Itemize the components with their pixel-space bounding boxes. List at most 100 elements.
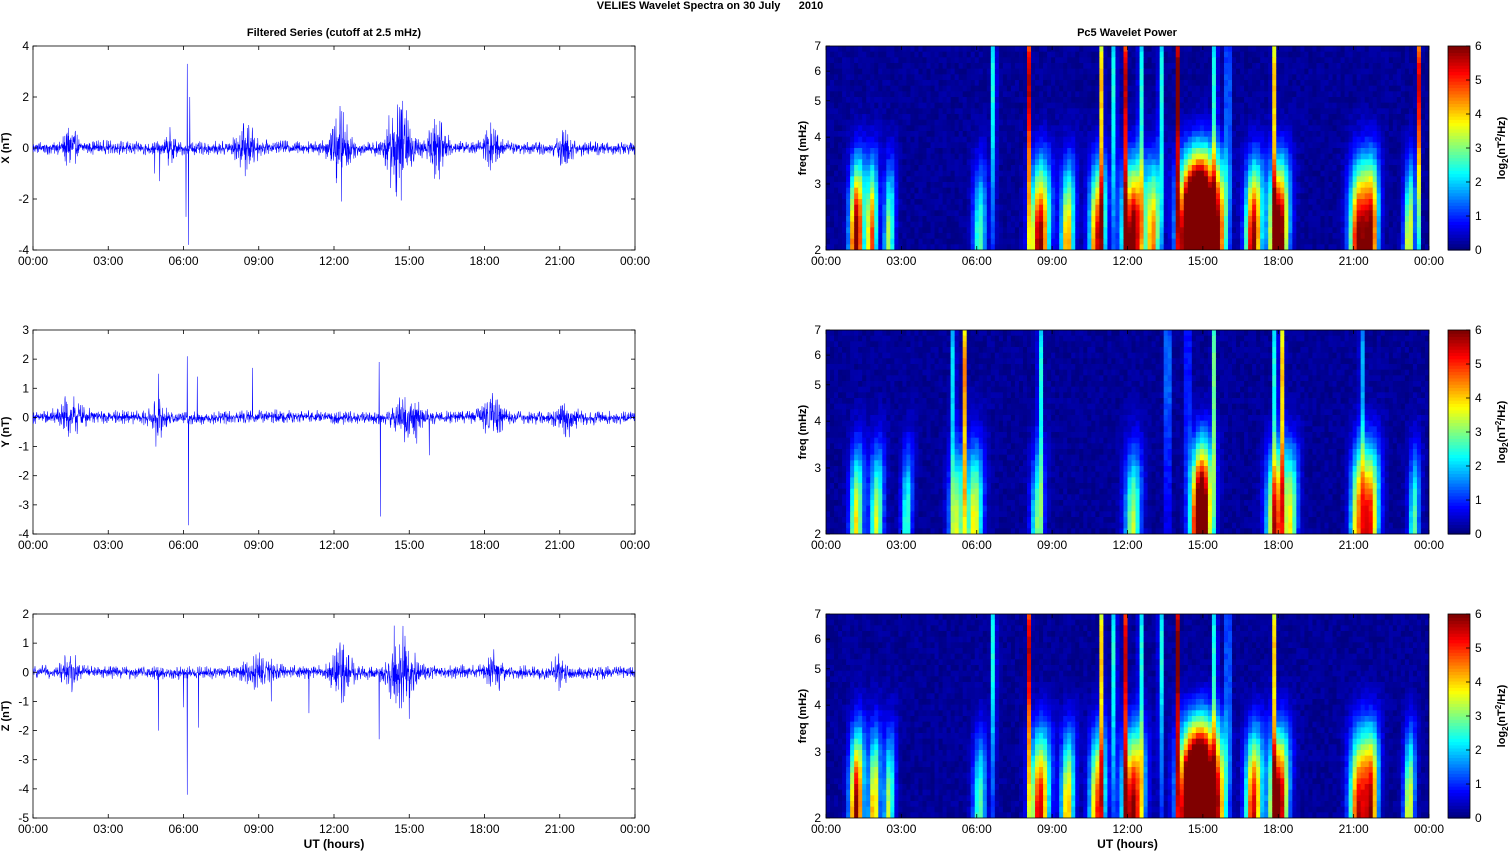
colorbar: 0 1 2 3 4 5 6 log2(nT2/Hz): [1447, 607, 1510, 825]
colorbar-tick-label: 6: [1475, 323, 1482, 337]
series-xtick-label: 03:00: [93, 254, 123, 268]
ytick-label: -4: [18, 243, 29, 257]
ytick-label: -1: [18, 440, 29, 454]
series-line-z: [32, 625, 636, 795]
colorbar-tick-label: 4: [1475, 391, 1482, 405]
ytick-label: 0: [22, 665, 29, 679]
colorbar-tick-label: 5: [1475, 641, 1482, 655]
series-line-x: [32, 63, 636, 245]
colorbar-tick-label: 4: [1475, 675, 1482, 689]
left-column-title: Filtered Series (cutoff at 2.5 mHz): [247, 27, 422, 39]
ytick-label: 5: [814, 378, 821, 392]
ytick-label: 2: [814, 527, 821, 541]
wavelet-ylabel: freq (mHz): [797, 404, 809, 459]
ytick-label: 6: [814, 348, 821, 362]
colorbar-tick-label: 2: [1475, 459, 1482, 473]
wavelet-xtick-label: 12:00: [1112, 538, 1142, 552]
series-panel-x: -4 -2 0 2 4 00:00 03:00 06:00 09:00 12:00 15:00 18:…: [0, 39, 650, 268]
colorbar-tick-label: 6: [1475, 39, 1482, 53]
colorbar-tick-label: 0: [1475, 243, 1482, 257]
series-xtick-label: 06:00: [168, 254, 198, 268]
colorbar-label: log2(nT2/Hz): [1494, 400, 1510, 463]
colorbar-tick-label: 4: [1475, 107, 1482, 121]
wavelet-xtick-label: 03:00: [886, 822, 916, 836]
colorbar-tick-label: 6: [1475, 607, 1482, 621]
series-xtick-label: 00:00: [18, 822, 48, 836]
ytick-label: -4: [18, 527, 29, 541]
series-xtick-label: 21:00: [545, 538, 575, 552]
ytick-label: 7: [814, 323, 821, 337]
colorbar-tick-label: 1: [1475, 777, 1482, 791]
wavelet-ylabel: freq (mHz): [797, 120, 809, 175]
colorbar-tick-label: 5: [1475, 357, 1482, 371]
ytick-label: 5: [814, 662, 821, 676]
ytick-label: 7: [814, 607, 821, 621]
wavelet-xtick-label: 00:00: [811, 254, 841, 268]
ytick-label: -3: [18, 753, 29, 767]
colorbar-tick-label: 3: [1475, 425, 1482, 439]
ytick-label: 6: [814, 64, 821, 78]
ytick-label: 4: [814, 130, 821, 144]
wavelet-xtick-label: 15:00: [1188, 254, 1218, 268]
ytick-label: -4: [18, 782, 29, 796]
colorbar: 0 1 2 3 4 5 6 log2(nT2/Hz): [1447, 323, 1510, 541]
series-panel-y: -4 -3 -2 -1 0 1 2 3 00:00 03:00 06:00 09:00 12:00 15:…: [0, 323, 650, 552]
figure-suptitle: VELIES Wavelet Spectra on 30 July 2010: [597, 0, 823, 12]
wavelet-xtick-label: 18:00: [1263, 254, 1293, 268]
series-xtick-label: 09:00: [244, 822, 274, 836]
colorbar-tick-label: 1: [1475, 209, 1482, 223]
ytick-label: 2: [22, 607, 29, 621]
wavelet-xtick-label: 00:00: [811, 822, 841, 836]
wavelet-xtick-label: 15:00: [1188, 822, 1218, 836]
series-xtick-label: 18:00: [469, 538, 499, 552]
series-xtick-label: 21:00: [545, 822, 575, 836]
series-xtick-label: 00:00: [620, 822, 650, 836]
series-xtick-label: 15:00: [394, 538, 424, 552]
series-xtick-label: 18:00: [469, 822, 499, 836]
wavelet-xtick-label: 12:00: [1112, 822, 1142, 836]
wavelet-xtick-label: 00:00: [1414, 538, 1444, 552]
ytick-label: -3: [18, 498, 29, 512]
wavelet-xtick-label: 09:00: [1037, 538, 1067, 552]
ytick-label: 2: [22, 352, 29, 366]
wavelet-xtick-label: 06:00: [962, 538, 992, 552]
ytick-label: 0: [22, 410, 29, 424]
series-xtick-label: 00:00: [620, 254, 650, 268]
series-ylabel: Y (nT): [0, 416, 12, 447]
series-xtick-label: 12:00: [319, 822, 349, 836]
series-panel-z: -5 -4 -3 -2 -1 0 1 2 00:00 03:00 06:00 09:00 12:00 15…: [0, 607, 650, 836]
series-xtick-label: 03:00: [93, 538, 123, 552]
ytick-label: 6: [814, 632, 821, 646]
right-column-title: Pc5 Wavelet Power: [1077, 27, 1178, 39]
wavelet-heatmap: [826, 46, 1429, 250]
wavelet-xtick-label: 15:00: [1188, 538, 1218, 552]
ytick-label: 3: [814, 745, 821, 759]
right-xlabel: UT (hours): [1097, 837, 1158, 851]
wavelet-xtick-label: 00:00: [1414, 254, 1444, 268]
wavelet-xtick-label: 06:00: [962, 822, 992, 836]
ytick-label: 0: [22, 141, 29, 155]
wavelet-ylabel: freq (mHz): [797, 688, 809, 743]
wavelet-xtick-label: 03:00: [886, 254, 916, 268]
colorbar-tick-label: 5: [1475, 73, 1482, 87]
colorbar-tick-label: 2: [1475, 175, 1482, 189]
colorbar-tick-label: 0: [1475, 811, 1482, 825]
wavelet-xtick-label: 18:00: [1263, 822, 1293, 836]
ytick-label: 7: [814, 39, 821, 53]
series-ylabel: X (nT): [0, 132, 12, 163]
colorbar-label: log2(nT2/Hz): [1494, 684, 1510, 747]
series-xtick-label: 09:00: [244, 538, 274, 552]
ytick-label: 4: [22, 39, 29, 53]
wavelet-xtick-label: 09:00: [1037, 822, 1067, 836]
plot-area: [32, 613, 636, 819]
ytick-label: 2: [814, 243, 821, 257]
wavelet-panel-1: 2 3 4 5 6 7 00:00 03:00 06:00 09:00 12:00 15:00 18:0…: [797, 323, 1510, 552]
series-xtick-label: 00:00: [620, 538, 650, 552]
ytick-label: 3: [22, 323, 29, 337]
wavelet-xtick-label: 03:00: [886, 538, 916, 552]
colorbar-tick-label: 1: [1475, 493, 1482, 507]
ytick-label: 3: [814, 461, 821, 475]
wavelet-xtick-label: 00:00: [1414, 822, 1444, 836]
series-xtick-label: 15:00: [394, 254, 424, 268]
